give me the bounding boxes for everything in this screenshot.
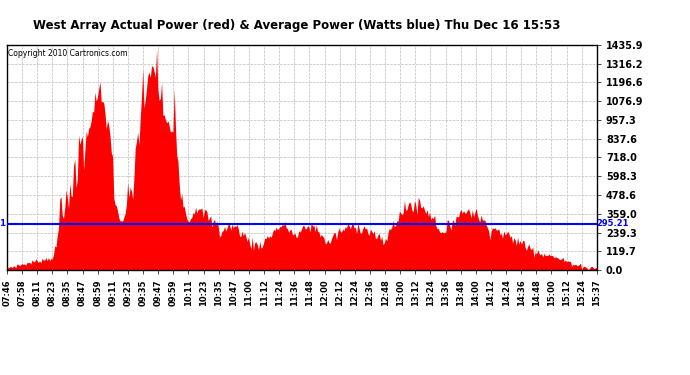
Text: 295.21: 295.21: [597, 219, 629, 228]
Text: *295.21: *295.21: [0, 219, 7, 228]
Text: West Array Actual Power (red) & Average Power (Watts blue) Thu Dec 16 15:53: West Array Actual Power (red) & Average …: [33, 19, 560, 32]
Text: Copyright 2010 Cartronics.com: Copyright 2010 Cartronics.com: [8, 50, 128, 58]
